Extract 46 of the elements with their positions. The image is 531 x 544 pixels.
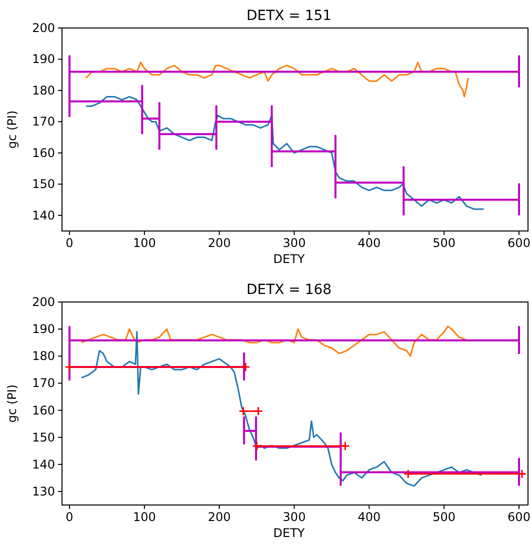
y-tick-label: 140 — [32, 208, 55, 222]
point — [64, 362, 74, 372]
x-tick-label: 0 — [66, 236, 74, 250]
y-tick-label: 190 — [32, 322, 55, 336]
x-tick-label: 600 — [508, 510, 530, 524]
x-tick-label: 500 — [432, 236, 456, 250]
y-tick-label: 140 — [32, 457, 55, 472]
y-tick-label: 180 — [32, 349, 55, 364]
x-tick-label: 100 — [132, 236, 156, 250]
point — [240, 362, 250, 372]
x-axis-title: DETY — [273, 252, 306, 266]
x-tick-label: 100 — [132, 510, 156, 524]
x-tick-label: 200 — [208, 510, 231, 524]
point — [238, 406, 248, 416]
y-tick-label: 200 — [32, 21, 55, 35]
point — [517, 469, 527, 479]
x-tick-label: 500 — [432, 510, 456, 524]
x-tick-label: 300 — [282, 236, 306, 250]
y-tick-label: 170 — [32, 376, 55, 390]
y-tick-label: 150 — [32, 177, 55, 192]
y-tick-label: 190 — [32, 52, 55, 66]
y-tick-label: 160 — [32, 403, 55, 418]
x-tick-label: 300 — [282, 510, 306, 524]
x-tick-label: 400 — [358, 236, 381, 250]
line-series — [80, 326, 468, 357]
x-tick-label: 200 — [208, 236, 231, 250]
y-tick-label: 170 — [32, 114, 55, 129]
point — [340, 441, 350, 451]
line-series — [85, 62, 469, 98]
y-tick-label: 200 — [32, 295, 55, 309]
point — [254, 406, 264, 416]
line-series — [85, 96, 485, 210]
x-tick-label: 0 — [66, 510, 74, 524]
x-tick-label: 400 — [358, 510, 381, 524]
y-axis-title: gc (PI) — [5, 110, 19, 149]
chart-title: DETX = 151 — [246, 8, 332, 24]
x-tick-label: 600 — [508, 236, 530, 250]
y-tick-label: 150 — [32, 430, 55, 444]
y-axis-title: gc (PI) — [5, 384, 19, 423]
y-tick-label: 130 — [32, 484, 55, 498]
y-tick-label: 180 — [32, 83, 55, 98]
x-axis-title: DETY — [273, 526, 306, 540]
chart-title: DETX = 168 — [246, 282, 332, 298]
point — [403, 469, 413, 479]
y-tick-label: 160 — [32, 146, 55, 160]
point — [252, 441, 262, 451]
